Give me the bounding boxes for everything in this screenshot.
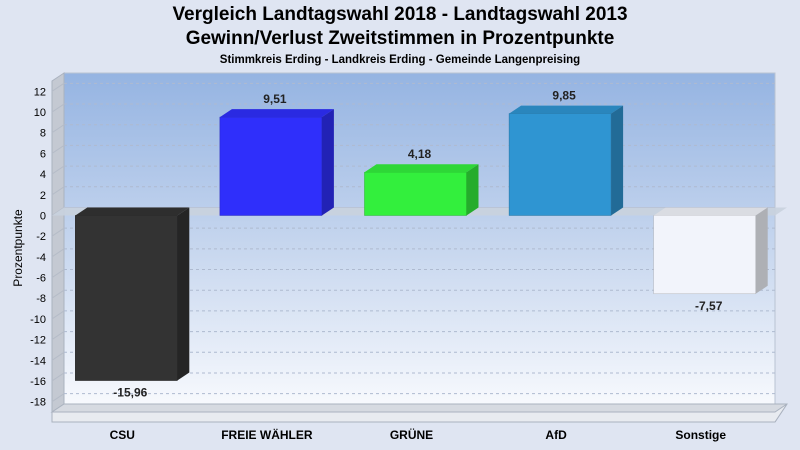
value-label: -15,96	[113, 386, 147, 400]
x-tick-label: FREIE WÄHLER	[221, 427, 313, 442]
y-tick-label: -4	[36, 252, 46, 264]
gridline-side	[51, 186, 65, 196]
y-tick-label: -10	[30, 314, 46, 326]
y-tick-label: 10	[34, 107, 46, 119]
gridline-side	[51, 82, 65, 92]
y-tick-label: -2	[36, 231, 46, 243]
gridline-side	[51, 144, 65, 154]
y-tick-label: -6	[36, 273, 46, 285]
y-tick-label: -12	[30, 335, 46, 347]
y-axis-ticks: 12 10 8 6 4 2 0 -2 -4 -6 -8 -10 -12 -14 -16 -18	[30, 86, 46, 408]
y-tick-label: -14	[30, 355, 46, 367]
gridline-side	[51, 227, 65, 237]
y-tick-label: 8	[40, 128, 46, 140]
y-tick-label: -18	[30, 397, 46, 409]
y-tick-label: 0	[40, 210, 46, 222]
x-tick-label: GRÜNE	[390, 427, 433, 442]
value-label: 9,51	[263, 92, 287, 106]
gridline-side	[51, 372, 65, 382]
y-axis-label: Prozentpunkte	[11, 209, 25, 287]
chart-subtitle: Stimmkreis Erding - Landkreis Erding - G…	[219, 54, 581, 66]
y-tick-label: 12	[34, 86, 46, 98]
chart-title-line2: Gewinn/Verlust Zweitstimmen in Prozentpu…	[185, 28, 615, 49]
gridline-side	[51, 310, 65, 320]
value-labels: -15,96 9,51 4,18 9,85 -7,57	[113, 89, 722, 400]
bar-grüne	[364, 164, 479, 216]
gridline-side	[51, 124, 65, 134]
y-tick-label: 4	[40, 169, 46, 181]
y-tick-label: -8	[36, 293, 46, 305]
bar-afd	[508, 105, 624, 216]
y-tick-label: 6	[40, 148, 46, 160]
x-axis-labels: CSU FREIE WÄHLER GRÜNE AfD Sonstige	[110, 427, 727, 442]
gridline-side	[51, 103, 65, 113]
gridline-side	[51, 331, 65, 341]
gridline-side	[51, 393, 65, 403]
x-tick-label: AfD	[545, 428, 567, 442]
x-tick-label: CSU	[110, 428, 135, 442]
bar-csu	[75, 207, 190, 381]
value-label: 4,18	[408, 147, 432, 161]
y-tick-label: -16	[30, 376, 46, 388]
value-label: 9,85	[552, 89, 576, 103]
y-tick-label: 2	[40, 190, 46, 202]
bar-sonstige	[653, 207, 768, 295]
gridline-side	[51, 269, 65, 278]
gridline-side	[51, 248, 65, 258]
value-label: -7,57	[695, 299, 723, 313]
bars	[75, 105, 768, 381]
gridline-side	[51, 289, 65, 299]
bar-freie-wähler	[219, 109, 334, 216]
x-tick-label: Sonstige	[675, 428, 726, 442]
gridline-side	[51, 165, 65, 175]
chart-title-line1: Vergleich Landtagswahl 2018 - Landtagswa…	[172, 4, 628, 25]
gridline-side	[51, 351, 65, 361]
